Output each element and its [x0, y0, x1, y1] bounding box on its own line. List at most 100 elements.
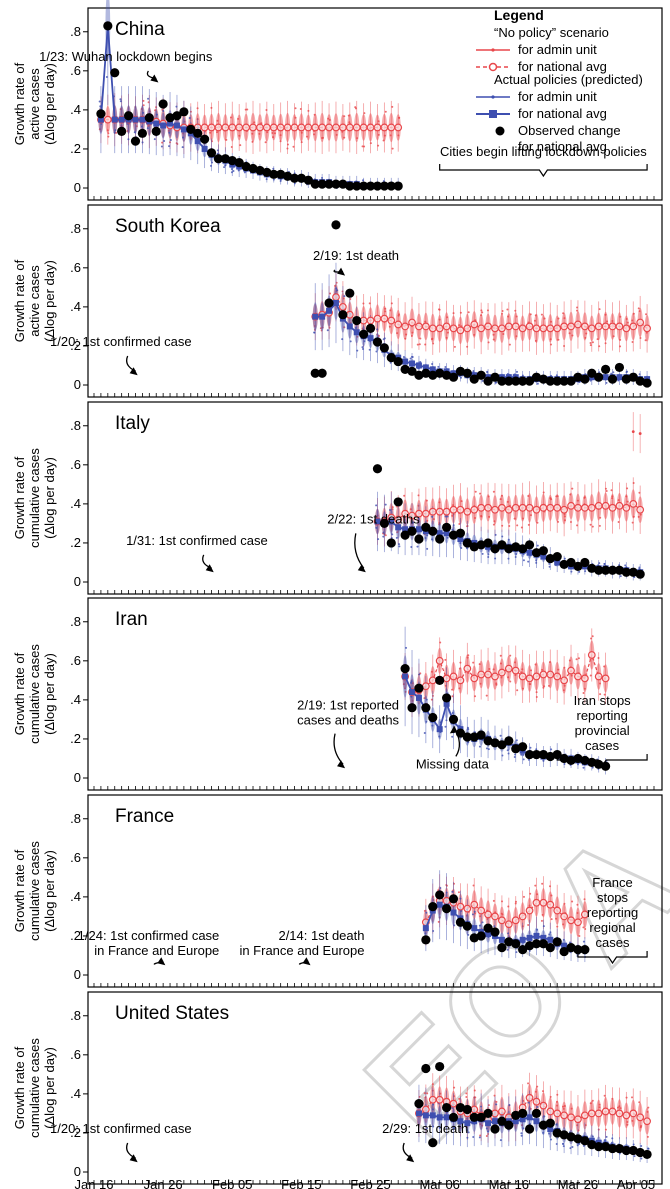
no-policy-national-point	[276, 123, 285, 132]
actual-admin-point	[425, 1127, 428, 1130]
actual-national-point	[443, 1114, 450, 1121]
actual-admin-point	[542, 759, 545, 762]
actual-admin-point	[535, 559, 538, 562]
actual-admin-point	[562, 1145, 565, 1148]
actual-admin-point	[578, 570, 581, 573]
actual-admin-point	[368, 348, 371, 351]
actual-admin-point	[119, 98, 122, 101]
legend-actual-admin-label: for admin unit	[518, 89, 597, 104]
no-policy-national-point	[546, 503, 555, 512]
actual-admin-point	[571, 1145, 574, 1148]
no-policy-national-point	[532, 672, 541, 681]
no-policy-national-point	[546, 670, 555, 679]
no-policy-admin-point	[253, 121, 256, 124]
no-policy-admin-point	[598, 1103, 601, 1106]
observed-point	[448, 372, 459, 382]
observed-point	[462, 538, 472, 548]
actual-admin-point	[633, 1155, 636, 1158]
no-policy-national-point	[525, 503, 534, 512]
no-policy-admin-point	[481, 311, 484, 314]
no-policy-admin-point	[563, 1104, 566, 1107]
no-policy-national-point	[560, 505, 569, 514]
actual-admin-point	[424, 932, 427, 935]
no-policy-admin-point	[508, 524, 511, 527]
no-policy-national-point	[587, 503, 596, 512]
panel-united-states: 0 .2 .4 .6 .8 Growth rate of cumulative cases(…	[12, 991, 663, 1185]
no-policy-admin-point	[161, 141, 164, 144]
no-policy-national-point	[207, 123, 216, 132]
observed-point	[490, 738, 500, 748]
no-policy-national-point	[338, 302, 347, 311]
no-policy-national-point	[366, 316, 375, 325]
actual-national-point	[464, 1120, 471, 1127]
no-policy-national-point	[539, 670, 548, 679]
no-policy-admin-point	[465, 1095, 468, 1098]
actual-admin-point	[361, 346, 364, 349]
actual-admin-point	[528, 949, 531, 952]
no-policy-admin-point	[451, 695, 454, 698]
no-policy-admin-point	[516, 689, 519, 692]
no-policy-admin-point	[520, 526, 523, 529]
no-policy-national-point	[560, 322, 569, 331]
panel-italy: 0 .2 .4 .6 .8 Growth rate of cumulative cases(…	[12, 401, 663, 595]
actual-admin-point	[472, 1136, 475, 1139]
y-tick-label: .8	[70, 24, 81, 39]
no-policy-admin-point	[492, 333, 495, 336]
annotation-arrowhead	[337, 267, 346, 276]
actual-admin-point	[520, 753, 523, 756]
y-axis-label: (Δlog per day)	[42, 850, 57, 932]
actual-admin-point	[431, 538, 434, 541]
observed-point	[573, 561, 583, 571]
no-policy-admin-point	[619, 315, 622, 318]
no-policy-admin-point	[478, 663, 481, 666]
no-policy-national-point	[574, 672, 582, 681]
y-tick-label: .6	[70, 653, 81, 668]
actual-admin-point	[515, 739, 518, 742]
no-policy-national-point	[498, 503, 506, 512]
bracket	[577, 951, 648, 965]
observed-point	[511, 376, 521, 386]
no-policy-admin-point	[479, 492, 482, 495]
annotation-arrowhead	[129, 1154, 138, 1163]
observed-point	[386, 538, 396, 548]
observed-point	[587, 1140, 597, 1150]
actual-admin-point	[163, 140, 166, 143]
no-policy-admin-point	[632, 312, 635, 315]
no-policy-admin-point	[391, 105, 394, 108]
actual-admin-point	[453, 1126, 456, 1129]
no-policy-national-point	[636, 318, 645, 327]
actual-admin-point	[542, 925, 545, 928]
no-policy-admin-point	[431, 1083, 434, 1086]
no-policy-national-point	[332, 293, 340, 302]
bracket	[439, 164, 648, 178]
legend-no-policy-admin-label: for admin unit	[518, 42, 597, 57]
observed-point	[414, 534, 424, 544]
no-policy-admin-point	[453, 345, 456, 348]
no-policy-national-point	[532, 1097, 541, 1106]
observed-point	[490, 372, 500, 382]
observed-point	[518, 742, 528, 752]
no-policy-admin-point	[292, 145, 295, 148]
y-tick-label: 0	[74, 967, 81, 982]
actual-admin-point	[168, 145, 171, 148]
observed-point	[628, 567, 638, 577]
observed-point	[642, 378, 652, 388]
observed-point	[193, 128, 203, 138]
actual-admin-point	[501, 754, 504, 757]
no-policy-admin-point	[589, 342, 592, 345]
actual-admin-point	[647, 1147, 650, 1150]
actual-national-point	[346, 323, 353, 330]
no-policy-admin-point	[458, 1097, 461, 1100]
no-policy-national-point	[525, 906, 534, 915]
no-policy-admin-point	[557, 520, 560, 523]
no-policy-admin-point	[550, 320, 553, 323]
actual-admin-point	[232, 170, 235, 173]
observed-point	[614, 1143, 625, 1154]
observed-point	[220, 154, 230, 164]
observed-point	[400, 530, 410, 540]
observed-point	[566, 1132, 576, 1142]
actual-admin-point	[384, 503, 387, 506]
no-policy-national-point	[594, 672, 603, 681]
no-policy-admin-point	[467, 311, 470, 314]
no-policy-admin-point	[305, 135, 308, 138]
